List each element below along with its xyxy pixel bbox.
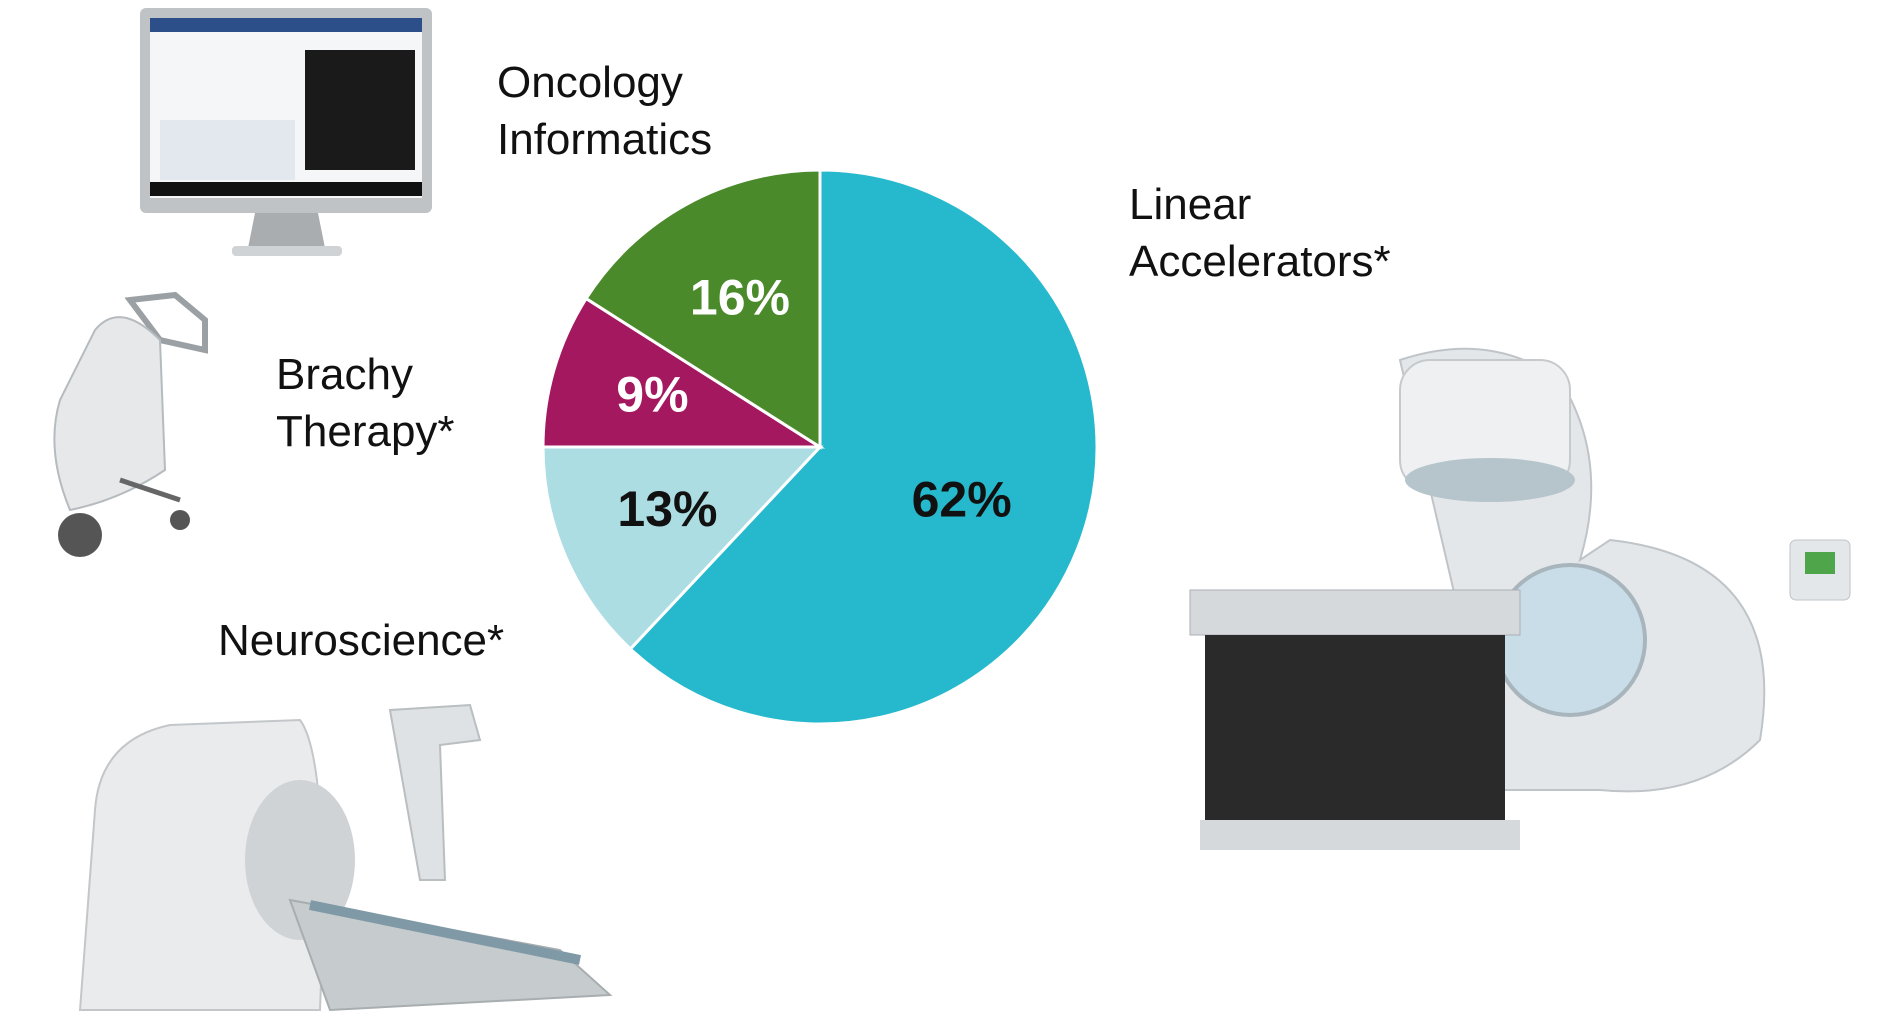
- pie-slice: [541, 445, 824, 652]
- pie-slice: [541, 296, 826, 449]
- monitor-illustration: [140, 8, 432, 256]
- value-label: 62%: [912, 471, 1012, 527]
- cart-illustration: [53, 291, 208, 557]
- value-label: 9%: [616, 367, 688, 423]
- linac-illustration: [1189, 347, 1851, 850]
- category-label: Brachy Therapy*: [276, 350, 455, 456]
- icon-illustration: [78, 703, 613, 1012]
- category-label: Neuroscience*: [218, 616, 504, 665]
- value-label: 13%: [617, 481, 717, 537]
- category-label: Linear Accelerators*: [1129, 180, 1391, 286]
- pie-slice: [628, 168, 1099, 726]
- value-label: 16%: [690, 270, 790, 326]
- category-label: Oncology Informatics: [497, 58, 712, 164]
- pie-slice: [584, 168, 822, 450]
